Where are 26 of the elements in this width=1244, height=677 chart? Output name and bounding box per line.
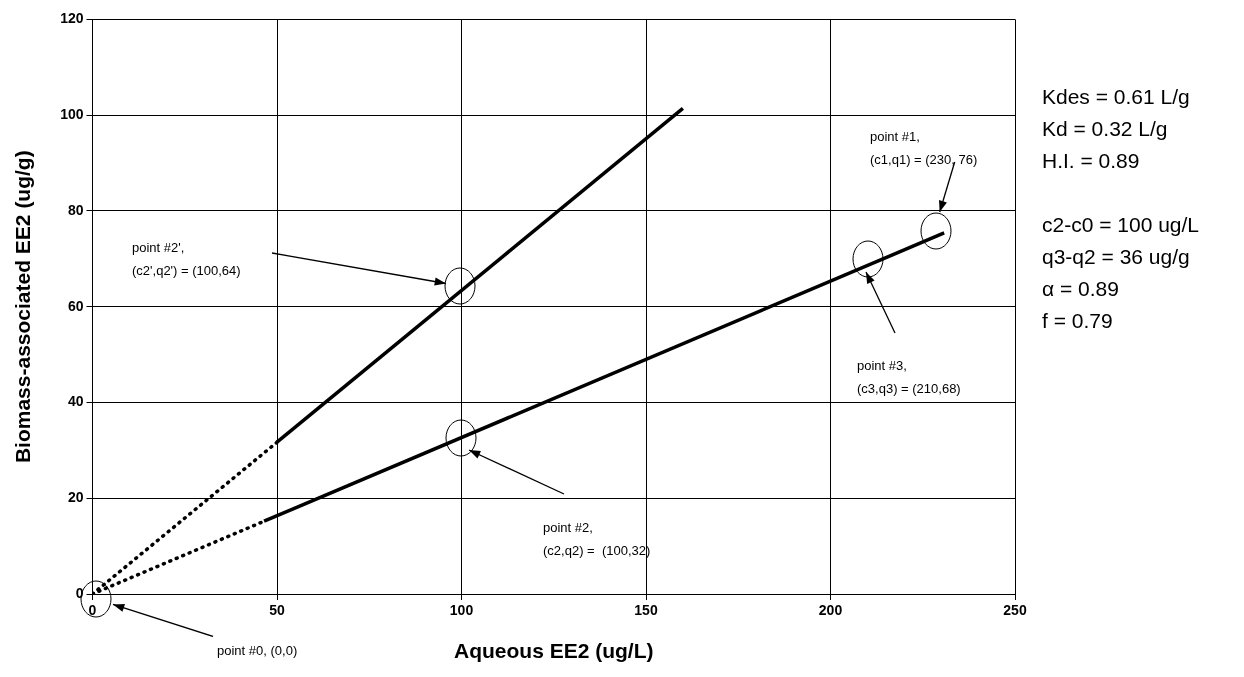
x-tick-label: 250 — [1003, 602, 1027, 619]
annotation: point #3, (c3,q3) = (210,68) — [857, 358, 961, 397]
text: α = 0.89 — [1042, 276, 1120, 302]
text: point #0, (0,0) — [217, 642, 298, 658]
annotation: point #1, (c1,q1) = (230, 76) — [870, 129, 978, 168]
y-axis-title: Biomass-associated EE2 (ug/g) — [11, 150, 35, 464]
x-tick-label: 100 — [449, 602, 474, 619]
text: Kd = 0.32 L/g — [1042, 116, 1169, 142]
x-tick-label: 200 — [818, 602, 843, 619]
x-tick-label: 150 — [634, 602, 658, 619]
y-tick-label: 60 — [67, 297, 84, 314]
x-tick-label: 0 — [88, 602, 97, 619]
annotation: point #2', (c2',q2') = (100,64) — [132, 239, 241, 278]
y-tick-label: 40 — [67, 393, 84, 410]
y-tick-label: 20 — [67, 489, 84, 506]
text: c2-c0 = 100 ug/L — [1042, 212, 1200, 238]
text: H.I. = 0.89 — [1042, 148, 1141, 174]
y-tick-label: 0 — [75, 584, 84, 601]
text: f = 0.79 — [1042, 308, 1114, 334]
y-tick-label: 100 — [60, 106, 84, 123]
x-axis-title: Aqueous EE2 (ug/L) — [454, 639, 654, 663]
y-tick-label: 80 — [67, 201, 84, 218]
text: Kdes = 0.61 L/g — [1042, 84, 1191, 110]
text: q3-q2 = 36 ug/g — [1042, 244, 1191, 270]
y-tick-label: 120 — [60, 10, 84, 27]
x-tick-label: 50 — [269, 602, 285, 619]
